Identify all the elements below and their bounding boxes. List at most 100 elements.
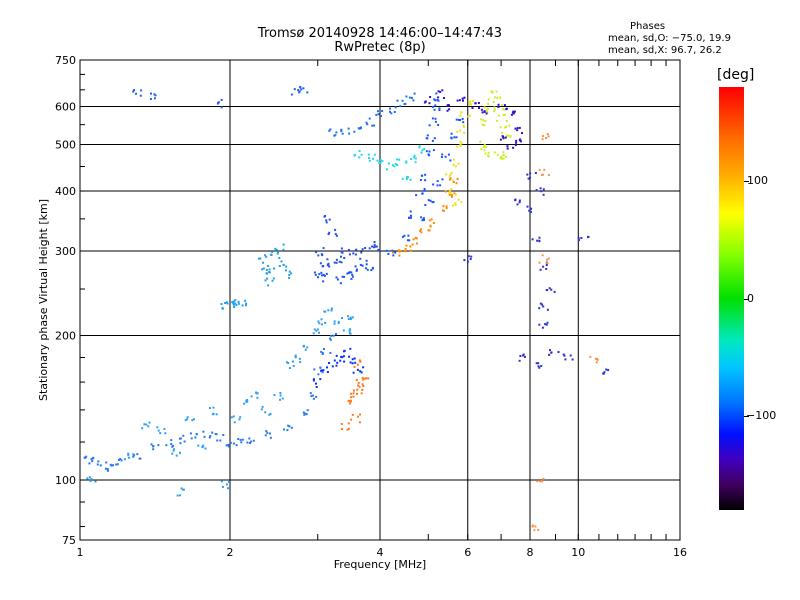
- data-point: [492, 101, 495, 103]
- data-point: [237, 302, 240, 305]
- y-tick-label: 300: [55, 245, 76, 258]
- data-point: [451, 179, 454, 182]
- data-point: [455, 182, 458, 185]
- data-point: [138, 457, 141, 460]
- data-point: [518, 126, 521, 129]
- data-point: [348, 402, 351, 405]
- data-point: [249, 442, 251, 444]
- data-point: [326, 366, 328, 369]
- data-point: [403, 234, 406, 237]
- data-point: [541, 303, 543, 306]
- data-point: [368, 157, 371, 159]
- data-point: [260, 408, 263, 411]
- data-point: [557, 351, 560, 353]
- data-point: [347, 427, 350, 430]
- data-point: [220, 303, 223, 305]
- data-point: [315, 251, 318, 254]
- data-point: [531, 238, 534, 241]
- data-point: [346, 428, 349, 431]
- data-point: [315, 329, 318, 332]
- data-point: [276, 252, 279, 255]
- data-point: [543, 168, 546, 171]
- data-point: [306, 409, 309, 412]
- data-point: [348, 132, 351, 135]
- data-point: [136, 453, 139, 456]
- data-point: [506, 147, 509, 150]
- data-point: [541, 138, 544, 141]
- data-point: [312, 379, 315, 382]
- data-point: [407, 176, 409, 179]
- data-point: [500, 155, 503, 158]
- y-tick-label: 500: [55, 139, 76, 152]
- data-point: [390, 112, 393, 115]
- data-point: [165, 444, 168, 447]
- data-point: [197, 444, 200, 447]
- data-point: [373, 243, 376, 246]
- data-point: [220, 106, 223, 109]
- data-point: [320, 253, 323, 256]
- data-point: [127, 456, 130, 459]
- data-point: [361, 248, 364, 251]
- data-point: [353, 365, 356, 368]
- data-point: [445, 205, 448, 208]
- data-point: [310, 395, 313, 398]
- data-point: [414, 161, 417, 164]
- data-point: [499, 126, 502, 129]
- data-point: [156, 426, 159, 429]
- data-point: [271, 251, 274, 254]
- data-point: [362, 385, 365, 387]
- data-point: [569, 354, 572, 357]
- data-point: [288, 270, 291, 273]
- data-point: [360, 251, 363, 254]
- data-point: [413, 92, 416, 95]
- data-point: [341, 251, 344, 254]
- data-point: [348, 331, 351, 334]
- y-tick-label: 200: [55, 330, 76, 343]
- data-point: [547, 135, 550, 138]
- data-point: [376, 159, 379, 162]
- data-point: [239, 416, 242, 419]
- data-point: [497, 105, 500, 108]
- data-point: [189, 432, 192, 435]
- data-point: [170, 443, 173, 446]
- data-point: [340, 128, 343, 131]
- data-point: [433, 108, 436, 111]
- data-point: [287, 424, 290, 427]
- data-point: [462, 125, 465, 128]
- data-point: [454, 165, 457, 168]
- data-point: [352, 392, 355, 395]
- data-point: [226, 301, 228, 304]
- data-point: [349, 328, 352, 331]
- data-point: [279, 398, 281, 401]
- data-point: [497, 103, 500, 106]
- data-point: [304, 412, 307, 415]
- data-point: [381, 160, 384, 163]
- data-point: [211, 431, 214, 434]
- data-point: [221, 307, 224, 310]
- data-point: [320, 369, 323, 372]
- data-point: [268, 271, 271, 274]
- data-point: [456, 99, 459, 102]
- data-point: [462, 99, 464, 102]
- data-point: [116, 463, 119, 466]
- data-point: [349, 316, 352, 319]
- data-point: [410, 216, 412, 219]
- data-point: [312, 332, 315, 335]
- data-point: [507, 134, 510, 137]
- y-tick-label: 100: [55, 474, 76, 487]
- data-point: [235, 444, 238, 447]
- data-point: [491, 91, 494, 94]
- data-point: [362, 366, 365, 369]
- data-point: [493, 96, 496, 99]
- data-point: [105, 461, 108, 464]
- data-points: [83, 86, 610, 532]
- data-point: [302, 87, 305, 90]
- data-point: [463, 259, 466, 262]
- data-point: [360, 126, 362, 129]
- data-point: [467, 255, 470, 258]
- data-point: [241, 304, 244, 307]
- data-point: [238, 418, 241, 421]
- data-point: [282, 263, 285, 266]
- data-point: [278, 265, 281, 267]
- data-point: [268, 268, 271, 271]
